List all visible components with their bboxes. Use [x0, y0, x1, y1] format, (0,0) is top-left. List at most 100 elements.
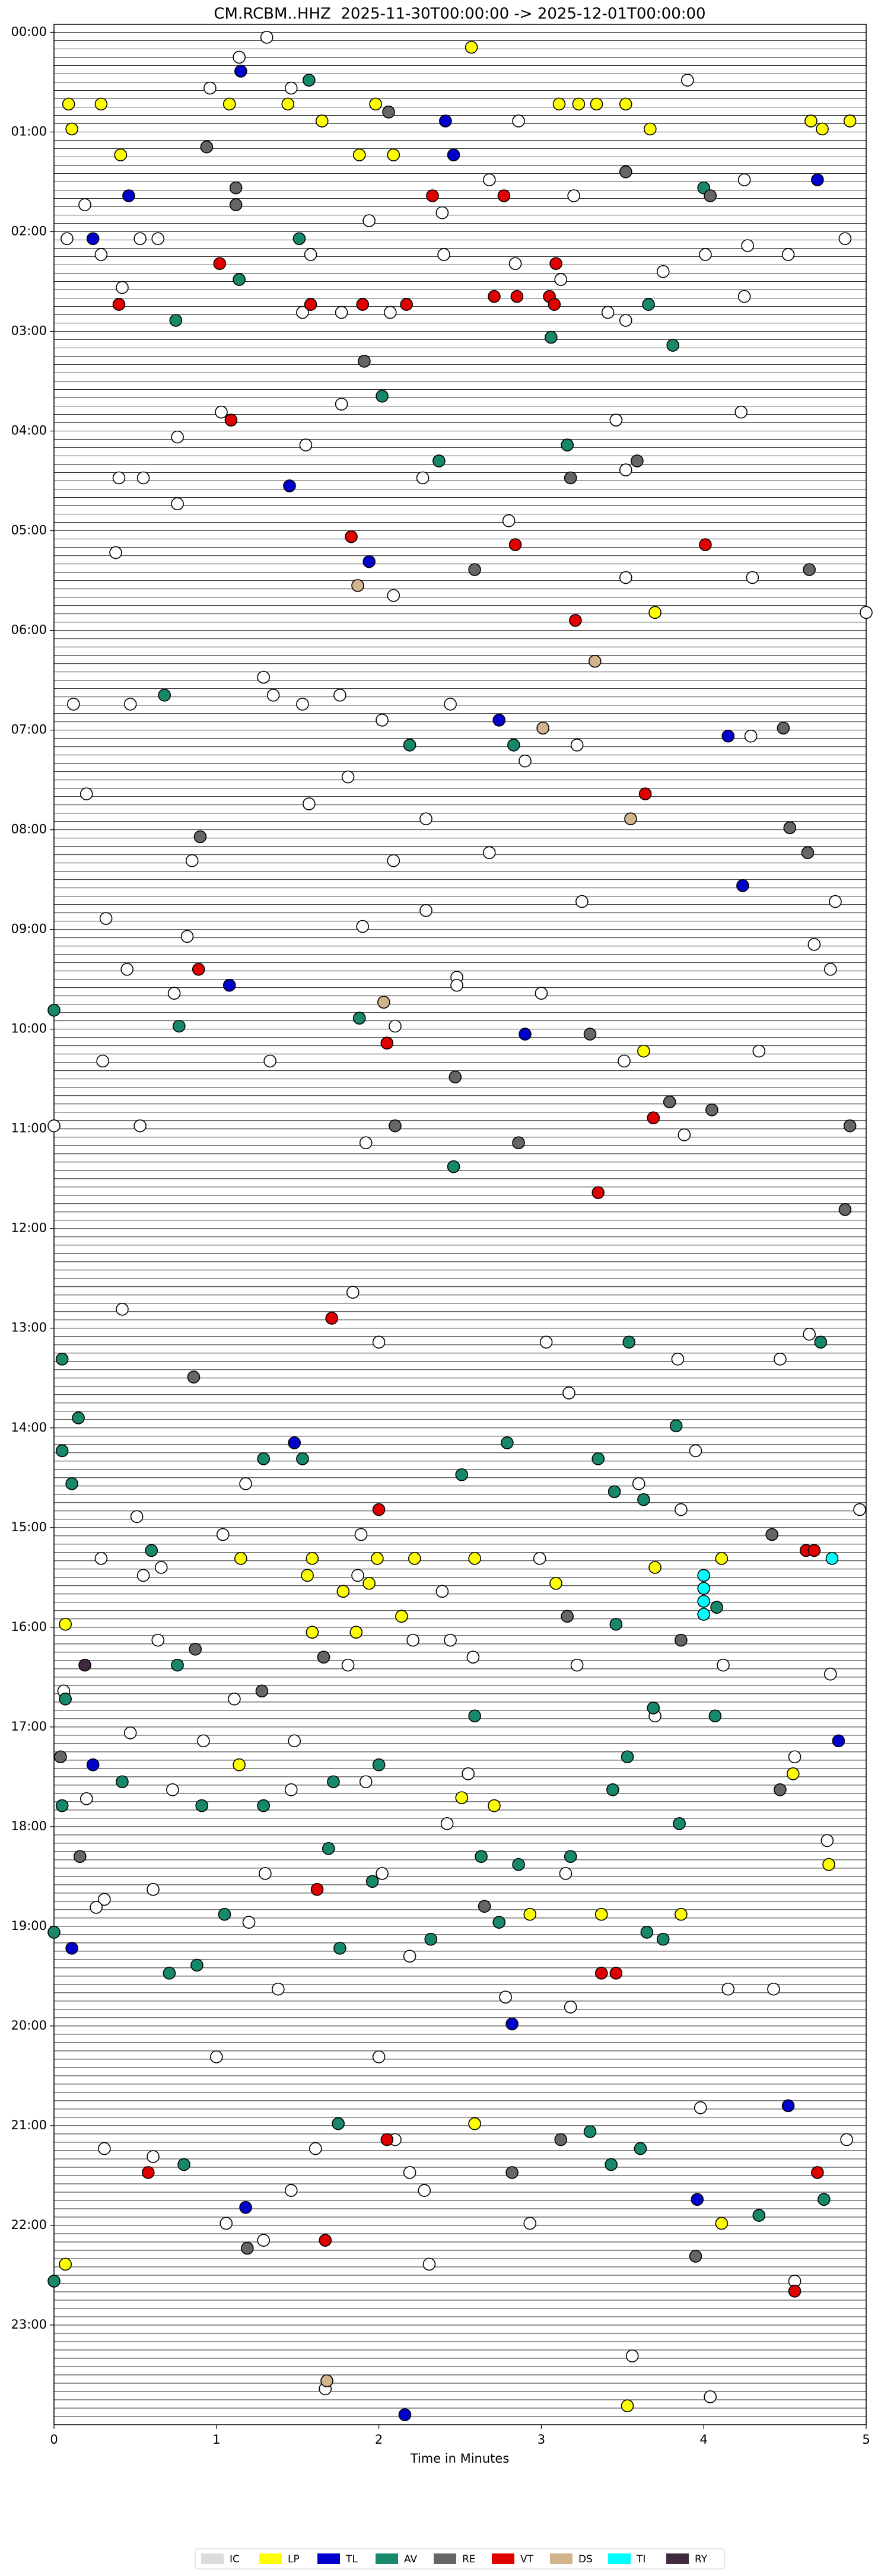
event-marker	[426, 189, 439, 202]
event-marker	[387, 148, 400, 161]
event-marker	[61, 232, 74, 246]
event-marker	[621, 2399, 634, 2412]
event-marker	[675, 1503, 688, 1516]
event-marker	[292, 232, 306, 246]
event-marker	[163, 1967, 176, 1980]
event-marker	[351, 1569, 364, 1582]
event-marker	[681, 74, 694, 87]
event-marker	[594, 1907, 608, 1921]
event-marker	[507, 739, 520, 752]
event-marker	[380, 1036, 394, 1050]
event-marker	[309, 2142, 322, 2155]
event-marker	[482, 173, 496, 186]
event-marker	[575, 895, 589, 908]
series-ry	[78, 1658, 91, 1672]
event-marker	[189, 1642, 202, 1656]
event-marker	[853, 1503, 866, 1516]
legend-swatch	[317, 2553, 340, 2564]
event-marker	[699, 538, 712, 551]
event-marker	[112, 471, 126, 485]
event-marker	[721, 1982, 735, 1996]
event-marker	[296, 698, 309, 711]
event-marker	[468, 563, 481, 576]
y-tick-label: 02:00	[11, 224, 47, 238]
event-marker	[788, 1750, 802, 1764]
event-marker	[398, 2408, 412, 2421]
event-marker	[590, 97, 603, 111]
x-tick-label: 0	[50, 2432, 58, 2447]
event-marker	[488, 1799, 501, 1812]
event-marker	[281, 97, 295, 111]
event-marker	[376, 389, 389, 403]
event-marker	[349, 1626, 363, 1639]
event-marker	[447, 1160, 460, 1173]
event-marker	[304, 248, 317, 261]
event-marker	[710, 1601, 723, 1614]
event-marker	[74, 1850, 87, 1863]
event-marker	[171, 1658, 184, 1672]
series-ds	[320, 579, 637, 2387]
event-marker	[419, 812, 432, 825]
event-marker	[583, 2125, 597, 2138]
event-marker	[377, 996, 390, 1009]
event-marker	[440, 1817, 454, 1830]
event-marker	[55, 1444, 69, 1458]
event-marker	[387, 589, 400, 602]
event-marker	[310, 1882, 324, 1896]
x-tick-label: 5	[862, 2432, 870, 2447]
event-marker	[519, 1028, 532, 1041]
legend-label: TI	[636, 2553, 645, 2565]
event-marker	[167, 987, 181, 1000]
event-marker	[644, 122, 657, 136]
event-marker	[234, 1552, 247, 1565]
event-marker	[444, 1633, 457, 1647]
event-marker	[215, 405, 228, 419]
event-marker	[195, 1799, 208, 1812]
legend-swatch	[550, 2553, 573, 2564]
event-marker	[807, 1544, 821, 1557]
event-marker	[257, 670, 271, 684]
event-marker	[621, 1750, 634, 1764]
event-marker	[533, 1552, 546, 1565]
event-marker	[554, 2133, 568, 2146]
event-marker	[801, 846, 815, 860]
event-marker	[197, 1734, 210, 1748]
event-marker	[299, 438, 313, 451]
event-marker	[133, 1119, 147, 1133]
event-marker	[372, 1758, 386, 1772]
event-marker	[78, 198, 91, 211]
event-marker	[255, 1684, 269, 1698]
event-marker	[549, 1577, 562, 1590]
event-marker	[548, 298, 561, 311]
event-marker	[860, 606, 873, 619]
event-marker	[497, 189, 511, 202]
event-marker	[241, 2241, 254, 2255]
event-marker	[322, 1842, 335, 1855]
event-marker	[284, 2184, 298, 2197]
event-marker	[435, 206, 449, 220]
event-marker	[622, 1335, 636, 1349]
event-marker	[288, 1734, 301, 1748]
y-tick-label: 19:00	[11, 1919, 47, 1933]
legend-swatch	[201, 2553, 224, 2564]
traces	[54, 31, 866, 2417]
event-marker	[190, 1958, 203, 1972]
event-marker	[362, 214, 376, 227]
event-marker	[356, 920, 370, 933]
event-marker	[400, 298, 413, 311]
event-marker	[559, 1867, 573, 1880]
event-marker	[697, 1608, 710, 1621]
event-marker	[673, 1817, 686, 1830]
event-marker	[512, 115, 525, 128]
series-ic	[47, 31, 873, 2403]
event-marker	[744, 729, 758, 743]
event-marker	[130, 1510, 144, 1524]
event-marker	[114, 148, 128, 161]
event-marker	[332, 2117, 345, 2130]
event-marker	[523, 2216, 537, 2230]
event-marker	[765, 1528, 778, 1541]
event-marker	[333, 688, 346, 702]
event-marker	[825, 1552, 839, 1565]
event-marker	[591, 1186, 605, 1200]
event-marker	[666, 339, 679, 352]
